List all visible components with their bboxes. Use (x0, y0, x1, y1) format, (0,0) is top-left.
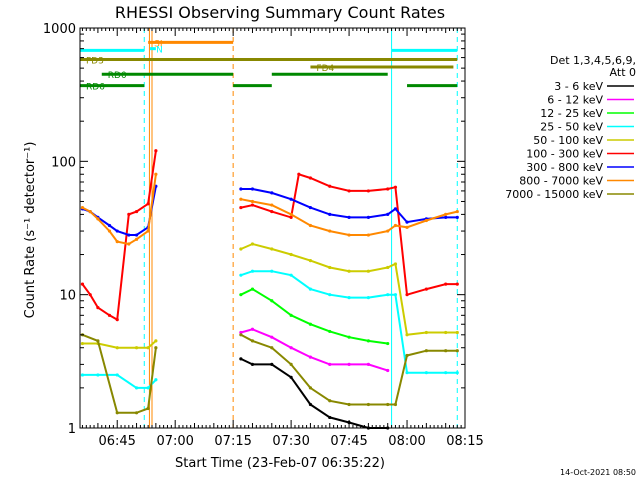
series-line-7-0 (81, 174, 157, 246)
x-tick-label-1: 07:00 (156, 434, 193, 449)
y-tick-label-0: 1 (68, 422, 76, 437)
legend-label-2: 12 - 25 keV (540, 107, 603, 120)
legend-header-0: Det 1,3,4,5,6,9, (550, 54, 636, 67)
series-line-1-0 (240, 328, 389, 372)
series-line-5-1 (240, 173, 458, 296)
attenuator-marker-layer (143, 28, 458, 428)
series-line-3-0 (82, 373, 157, 389)
y-tick-label-3: 1000 (43, 22, 76, 37)
x-tick-label-2: 07:15 (214, 434, 251, 449)
flag-label-4: FD4 (316, 64, 334, 74)
x-axis-label: Start Time (23-Feb-07 06:35:22) (175, 456, 385, 471)
legend-label-1: 6 - 12 keV (547, 94, 603, 107)
series-line-5-0 (81, 150, 157, 322)
legend-label-3: 25 - 50 keV (540, 121, 603, 134)
series-0 (239, 357, 390, 430)
series-line-4-0 (82, 340, 157, 349)
series-5 (80, 149, 459, 322)
flag-label-2: N (156, 46, 163, 56)
y-tick-label-2: 100 (51, 155, 76, 170)
y-axis-label: Count Rate (s⁻¹ detector⁻¹) (23, 142, 38, 319)
x-tick-label-6: 08:15 (446, 434, 483, 449)
series-8 (80, 333, 459, 415)
series-line-4-1 (240, 242, 458, 336)
series-line-2-0 (240, 287, 388, 345)
series-line-0-0 (240, 357, 388, 429)
legend-header-1: Att 0 (610, 66, 636, 79)
series-1 (239, 327, 390, 373)
plot-frame (79, 27, 466, 429)
series-layer (80, 149, 459, 430)
series-line-6-1 (240, 188, 458, 224)
legend-label-7: 800 - 7000 keV (519, 175, 603, 188)
legend-label-5: 100 - 300 keV (526, 148, 603, 161)
series-line-7-1 (240, 198, 458, 236)
series-3 (80, 269, 459, 390)
flag-label-5: RD0 (108, 71, 127, 81)
series-2 (239, 287, 390, 346)
series-line-8-0 (82, 333, 157, 414)
series-line-3-1 (240, 270, 458, 374)
legend-label-8: 7000 - 15000 keV (505, 188, 603, 201)
chart-title: RHESSI Observing Summary Count Rates (115, 3, 445, 22)
legend-label-0: 3 - 6 keV (554, 80, 603, 93)
x-tick-label-0: 06:45 (98, 434, 135, 449)
footer-date: 14-Oct-2021 08:50 (560, 468, 636, 477)
series-4 (80, 242, 459, 350)
x-tick-label-4: 07:45 (330, 434, 367, 449)
flag-label-3: FD3 (86, 57, 104, 67)
series-line-8-1 (240, 333, 458, 406)
y-axis: 1 10 100 1000 (43, 22, 465, 437)
series-line-6-0 (82, 186, 157, 236)
flag-label-1: SI (154, 39, 162, 49)
x-axis: 06:45 07:00 07:15 07:30 07:45 08:00 08:15 (81, 28, 484, 449)
y-tick-label-1: 10 (59, 289, 76, 304)
x-tick-label-3: 07:30 (272, 434, 309, 449)
x-tick-label-5: 08:00 (388, 434, 425, 449)
legend-label-4: 50 - 100 keV (533, 134, 603, 147)
flag-label-6: RD6 (86, 83, 105, 93)
series-7 (80, 172, 459, 246)
legend-label-6: 300 - 800 keV (526, 161, 603, 174)
